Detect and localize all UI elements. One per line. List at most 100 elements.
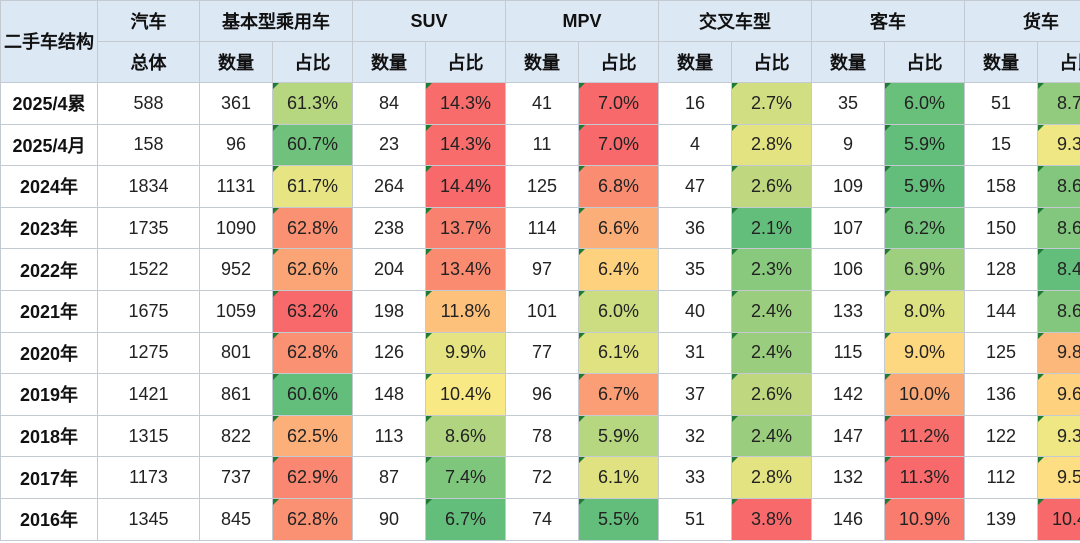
- share-cell: 6.4%: [578, 248, 660, 291]
- count-cell: 33: [658, 456, 733, 499]
- group-header-suv: SUV: [351, 0, 507, 42]
- share-cell: 62.8%: [272, 206, 353, 250]
- count-cell: 115: [811, 331, 886, 375]
- count-header: 数量: [505, 41, 580, 83]
- share-cell: 2.7%: [731, 82, 813, 125]
- auto-total-cell: 588: [97, 82, 200, 125]
- count-cell: 47: [658, 165, 733, 208]
- table-row: 2016年 1345 845 62.8% 90 6.7% 74 5.5% 51 3.8% 146 10…: [0, 497, 1080, 541]
- share-header: 占比: [424, 41, 507, 83]
- share-cell: 9.8%: [1037, 331, 1080, 375]
- count-cell: 96: [199, 123, 273, 167]
- share-cell: 11.8%: [424, 289, 507, 333]
- count-cell: 90: [352, 497, 426, 541]
- share-cell: 8.6%: [1037, 165, 1080, 208]
- share-cell: 2.6%: [731, 165, 813, 208]
- group-header-truck: 货车: [964, 0, 1080, 42]
- count-cell: 113: [352, 414, 426, 458]
- row-label: 2018年: [0, 414, 98, 458]
- row-label: 2021年: [0, 289, 98, 333]
- share-cell: 8.4%: [1037, 248, 1080, 291]
- count-header: 数量: [658, 41, 733, 83]
- share-cell: 10.0%: [884, 373, 966, 416]
- share-cell: 63.2%: [272, 289, 353, 333]
- share-cell: 2.3%: [731, 248, 813, 291]
- count-cell: 361: [199, 82, 273, 125]
- count-cell: 114: [505, 206, 580, 250]
- share-cell: 5.9%: [884, 165, 966, 208]
- count-cell: 122: [964, 414, 1039, 458]
- share-cell: 62.5%: [272, 414, 353, 458]
- count-cell: 32: [658, 414, 733, 458]
- count-cell: 136: [964, 373, 1039, 416]
- group-header-passenger: 基本型乘用车: [199, 0, 353, 42]
- count-header: 数量: [199, 41, 273, 83]
- share-cell: 6.7%: [578, 373, 660, 416]
- count-cell: 845: [199, 497, 273, 541]
- share-cell: 13.4%: [424, 248, 507, 291]
- share-cell: 14.4%: [424, 165, 507, 208]
- share-cell: 9.3%: [1037, 414, 1080, 458]
- table-body: 2025/4累 588 361 61.3% 84 14.3% 41 7.0% 16 2.7% 35 6…: [0, 82, 1080, 541]
- share-cell: 11.2%: [884, 414, 966, 458]
- share-cell: 62.9%: [272, 456, 353, 499]
- count-cell: 822: [199, 414, 273, 458]
- count-cell: 112: [964, 456, 1039, 499]
- count-cell: 31: [658, 331, 733, 375]
- row-label: 2017年: [0, 456, 98, 499]
- share-cell: 6.6%: [578, 206, 660, 250]
- row-label: 2016年: [0, 497, 98, 541]
- table-row: 2020年 1275 801 62.8% 126 9.9% 77 6.1% 31 2.4% 115 9…: [0, 331, 1080, 375]
- count-cell: 204: [352, 248, 426, 291]
- share-cell: 5.9%: [578, 414, 660, 458]
- auto-total-cell: 158: [97, 123, 200, 167]
- share-cell: 2.8%: [731, 123, 813, 167]
- count-cell: 78: [505, 414, 580, 458]
- table-row: 2024年 1834 1131 61.7% 264 14.4% 125 6.8% 47 2.6% 1…: [0, 165, 1080, 208]
- table-row: 2023年 1735 1090 62.8% 238 13.7% 114 6.6% 36 2.1% 1…: [0, 206, 1080, 250]
- table-row: 2019年 1421 861 60.6% 148 10.4% 96 6.7% 37 2.6% 142…: [0, 373, 1080, 416]
- count-cell: 41: [505, 82, 580, 125]
- share-cell: 6.9%: [884, 248, 966, 291]
- share-header: 占比: [1037, 41, 1080, 83]
- table-row: 2021年 1675 1059 63.2% 198 11.8% 101 6.0% 40 2.4% 1…: [0, 289, 1080, 333]
- share-cell: 6.7%: [424, 497, 507, 541]
- share-cell: 2.4%: [731, 414, 813, 458]
- share-cell: 61.3%: [272, 82, 353, 125]
- count-cell: 35: [811, 82, 886, 125]
- count-cell: 23: [352, 123, 426, 167]
- share-cell: 9.9%: [424, 331, 507, 375]
- share-cell: 8.6%: [1037, 206, 1080, 250]
- share-cell: 6.0%: [578, 289, 660, 333]
- auto-total-cell: 1275: [97, 331, 200, 375]
- table-row: 2017年 1173 737 62.9% 87 7.4% 72 6.1% 33 2.8% 132 11…: [0, 456, 1080, 499]
- group-header-bus: 客车: [811, 0, 966, 42]
- count-cell: 158: [964, 165, 1039, 208]
- table-row: 2018年 1315 822 62.5% 113 8.6% 78 5.9% 32 2.4% 147 1…: [0, 414, 1080, 458]
- count-cell: 142: [811, 373, 886, 416]
- count-cell: 139: [964, 497, 1039, 541]
- share-cell: 7.0%: [578, 82, 660, 125]
- share-cell: 10.9%: [884, 497, 966, 541]
- count-cell: 109: [811, 165, 886, 208]
- count-cell: 74: [505, 497, 580, 541]
- share-cell: 9.3%: [1037, 123, 1080, 167]
- count-cell: 146: [811, 497, 886, 541]
- count-cell: 106: [811, 248, 886, 291]
- share-cell: 2.4%: [731, 289, 813, 333]
- share-cell: 61.7%: [272, 165, 353, 208]
- count-cell: 133: [811, 289, 886, 333]
- count-cell: 801: [199, 331, 273, 375]
- table-row: 2025/4累 588 361 61.3% 84 14.3% 41 7.0% 16 2.7% 35 6…: [0, 82, 1080, 125]
- count-cell: 126: [352, 331, 426, 375]
- auto-total-cell: 1173: [97, 456, 200, 499]
- auto-group-header: 汽车: [97, 0, 200, 42]
- share-cell: 10.4%: [424, 373, 507, 416]
- count-cell: 1059: [199, 289, 273, 333]
- count-cell: 77: [505, 331, 580, 375]
- count-cell: 198: [352, 289, 426, 333]
- count-cell: 40: [658, 289, 733, 333]
- share-cell: 13.7%: [424, 206, 507, 250]
- table-row: 2022年 1522 952 62.6% 204 13.4% 97 6.4% 35 2.3% 106…: [0, 248, 1080, 291]
